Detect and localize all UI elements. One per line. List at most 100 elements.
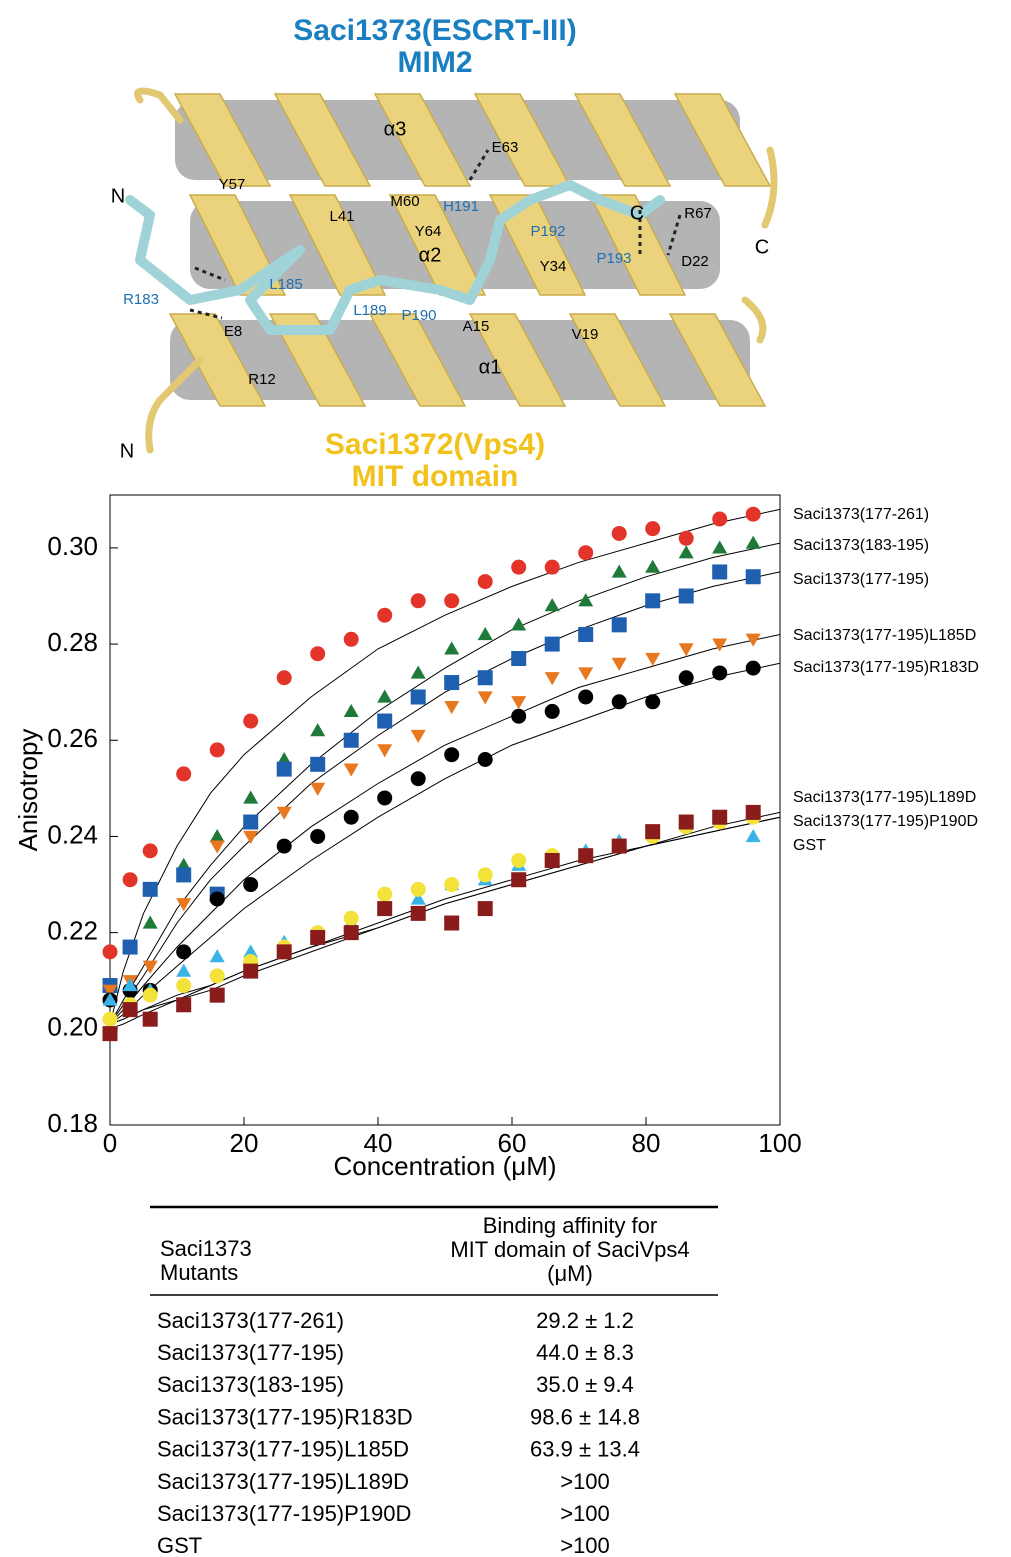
data-point — [377, 886, 393, 902]
helix-turn — [468, 313, 567, 407]
table-cell: Saci1373(177-195) — [157, 1340, 344, 1365]
plot-frame — [109, 494, 781, 1126]
data-point — [122, 872, 138, 888]
data-point — [410, 729, 426, 743]
fit-curve — [109, 662, 781, 1025]
data-point — [243, 814, 259, 830]
data-point — [544, 852, 560, 868]
data-point — [745, 828, 761, 843]
data-point — [645, 652, 661, 667]
y-tick-label: 0.26 — [47, 723, 98, 753]
helix-turn — [388, 194, 487, 296]
data-point — [276, 944, 292, 960]
x-tick-label: 60 — [498, 1128, 527, 1158]
peptide-residue-label: P193 — [596, 250, 631, 267]
residue-label: E63 — [492, 139, 519, 156]
data-point — [410, 891, 426, 905]
residue-label: E8 — [224, 323, 242, 340]
residue-label: α1 — [479, 356, 502, 378]
table-cell: Saci1373(177-195)L189D — [157, 1469, 409, 1494]
data-point — [544, 672, 560, 686]
data-point — [444, 700, 460, 715]
table-cell: >100 — [560, 1469, 610, 1494]
data-point — [102, 1026, 118, 1042]
data-point — [310, 828, 326, 844]
data-point — [745, 804, 761, 820]
peptide-residue-label: L189 — [353, 302, 386, 319]
data-point — [176, 978, 192, 994]
fit-curve — [109, 571, 781, 1025]
x-tick-label: 40 — [364, 1128, 393, 1158]
table-cell: 44.0 ± 8.3 — [536, 1340, 634, 1365]
data-point — [410, 689, 426, 705]
data-point — [209, 949, 225, 963]
data-point — [276, 761, 292, 777]
table-cell: 35.0 ± 9.4 — [536, 1372, 634, 1397]
table-header: Binding affinity for — [483, 1213, 657, 1238]
data-point — [477, 867, 493, 883]
table-cell: Saci1373(177-195)P190D — [157, 1501, 411, 1526]
y-tick-label: 0.20 — [47, 1012, 98, 1042]
data-point — [209, 828, 225, 843]
data-point — [511, 559, 527, 575]
y-axis-label: Anisotropy — [13, 729, 43, 852]
data-point — [578, 848, 594, 864]
residue-label: R67 — [684, 205, 712, 222]
data-point — [477, 691, 493, 705]
data-point — [611, 657, 627, 671]
data-point — [377, 689, 393, 703]
y-tick-label: 0.22 — [47, 916, 98, 946]
data-point — [745, 633, 761, 647]
helix-turn — [668, 313, 767, 407]
data-point — [712, 540, 728, 554]
table-cell: Saci1373(183-195) — [157, 1372, 344, 1397]
series-label: Saci1373(177-195) — [793, 571, 929, 588]
structure-subtitle: MIT domain — [352, 460, 519, 493]
series-label: Saci1373(177-195)R183D — [793, 659, 979, 676]
structure-panel: Saci1373(ESCRT-III) MIM2 Saci1372(Vps4) … — [111, 14, 778, 493]
data-point — [511, 872, 527, 888]
data-point — [645, 824, 661, 840]
data-point — [578, 545, 594, 561]
data-point — [410, 881, 426, 897]
data-point — [310, 756, 326, 772]
data-point — [122, 978, 138, 992]
data-point — [276, 670, 292, 686]
data-point — [377, 901, 393, 917]
data-point — [102, 984, 118, 998]
data-point — [343, 732, 359, 748]
data-point — [176, 997, 192, 1013]
data-point — [611, 838, 627, 854]
data-point — [678, 545, 694, 559]
data-point — [243, 963, 259, 979]
peptide-residue-label: P190 — [401, 307, 436, 324]
residue-label: Y64 — [415, 223, 442, 240]
data-point — [410, 771, 426, 787]
data-point — [544, 559, 560, 575]
data-point — [544, 703, 560, 719]
coil — [134, 87, 778, 454]
data-point — [444, 747, 460, 763]
data-point — [745, 506, 761, 522]
table-cell: Saci1373(177-195)R183D — [157, 1404, 413, 1429]
data-point — [209, 840, 225, 854]
residue-label: V19 — [572, 326, 599, 343]
data-point — [745, 535, 761, 549]
data-point — [745, 569, 761, 585]
data-point — [477, 626, 493, 641]
helix-turn — [268, 313, 367, 407]
table-cell: 98.6 ± 14.8 — [530, 1404, 640, 1429]
data-point — [477, 670, 493, 686]
data-point — [209, 891, 225, 907]
data-point — [377, 790, 393, 806]
data-point — [142, 1011, 158, 1027]
data-point — [444, 675, 460, 691]
data-point — [678, 588, 694, 604]
data-point — [611, 564, 627, 578]
data-point — [343, 631, 359, 647]
data-point — [243, 944, 259, 958]
fit-curve — [109, 508, 781, 1025]
data-point — [343, 910, 359, 926]
residue-label: α3 — [384, 118, 407, 140]
